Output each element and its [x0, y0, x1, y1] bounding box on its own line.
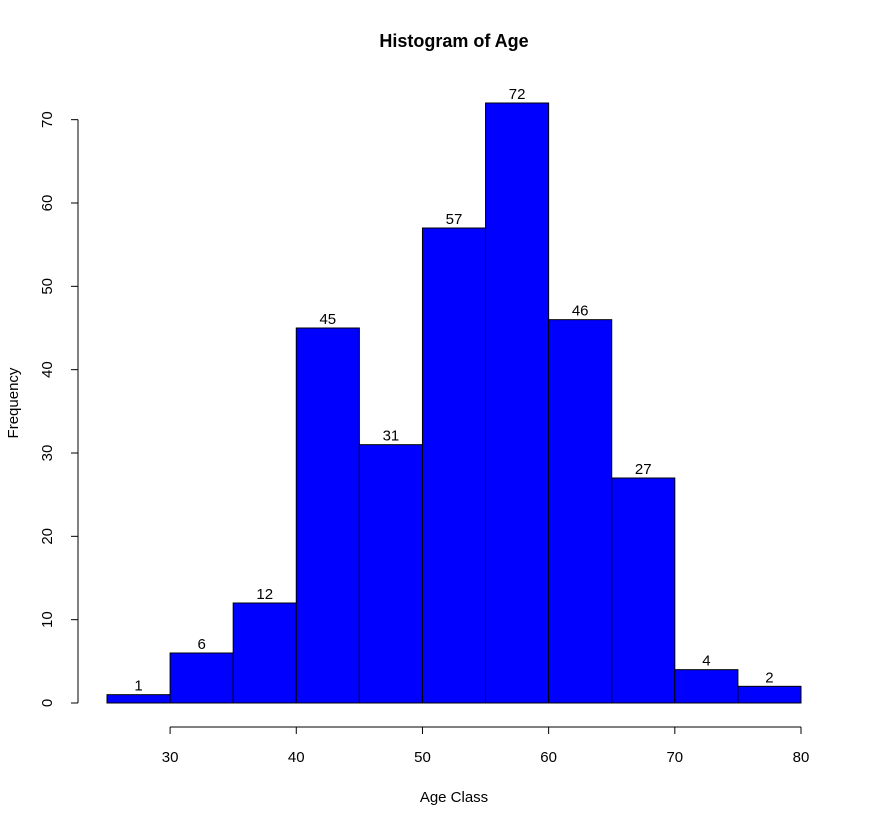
- x-tick-label: 70: [666, 749, 683, 766]
- x-tick-label: 30: [162, 749, 179, 766]
- y-axis: 0 10 20 30 40 50 60 70: [39, 111, 79, 707]
- bar-value-label: 4: [702, 653, 710, 670]
- x-tick-label: 60: [540, 749, 557, 766]
- bar-value-label: 1: [134, 678, 142, 695]
- bar-value-label: 45: [319, 311, 336, 328]
- histogram-bar: [421, 227, 487, 704]
- histogram-bar: [485, 102, 550, 704]
- histogram-bar: [548, 319, 613, 704]
- y-tick-label: 0: [39, 699, 56, 707]
- bar-value-label: 31: [383, 428, 400, 445]
- x-tick-label: 80: [793, 749, 810, 766]
- y-tick-label: 60: [39, 195, 56, 212]
- histogram-bar: [737, 685, 802, 704]
- bar-value-label: 27: [635, 461, 652, 478]
- y-tick-label: 50: [39, 278, 56, 295]
- bars-group: [106, 102, 802, 704]
- histogram-bar: [106, 694, 171, 704]
- histogram-bar: [358, 444, 423, 704]
- y-tick-label: 30: [39, 445, 56, 462]
- y-tick-label: 70: [39, 111, 56, 128]
- histogram-bar: [295, 327, 360, 704]
- chart-title: Histogram of Age: [379, 31, 528, 51]
- bar-value-label: 46: [572, 303, 589, 320]
- y-tick-label: 20: [39, 528, 56, 545]
- y-tick-label: 10: [39, 611, 56, 628]
- y-tick-label: 40: [39, 361, 56, 378]
- y-axis-label: Frequency: [5, 367, 22, 438]
- data-labels-group: 1 6 12 45 31 57 72 46 27 4 2: [134, 86, 773, 695]
- x-tick-label: 50: [414, 749, 431, 766]
- x-axis: 30 40 50 60 70 80: [162, 726, 810, 766]
- x-axis-label: Age Class: [420, 789, 488, 806]
- bar-value-label: 12: [256, 586, 273, 603]
- histogram-bar: [169, 652, 234, 704]
- bar-value-label: 72: [509, 86, 526, 103]
- histogram-bar: [232, 602, 297, 704]
- histogram-bar: [611, 477, 676, 704]
- bar-value-label: 2: [765, 669, 773, 686]
- bar-value-label: 57: [446, 211, 463, 228]
- histogram-bar: [674, 669, 739, 704]
- x-tick-label: 40: [288, 749, 305, 766]
- bar-value-label: 6: [197, 636, 205, 653]
